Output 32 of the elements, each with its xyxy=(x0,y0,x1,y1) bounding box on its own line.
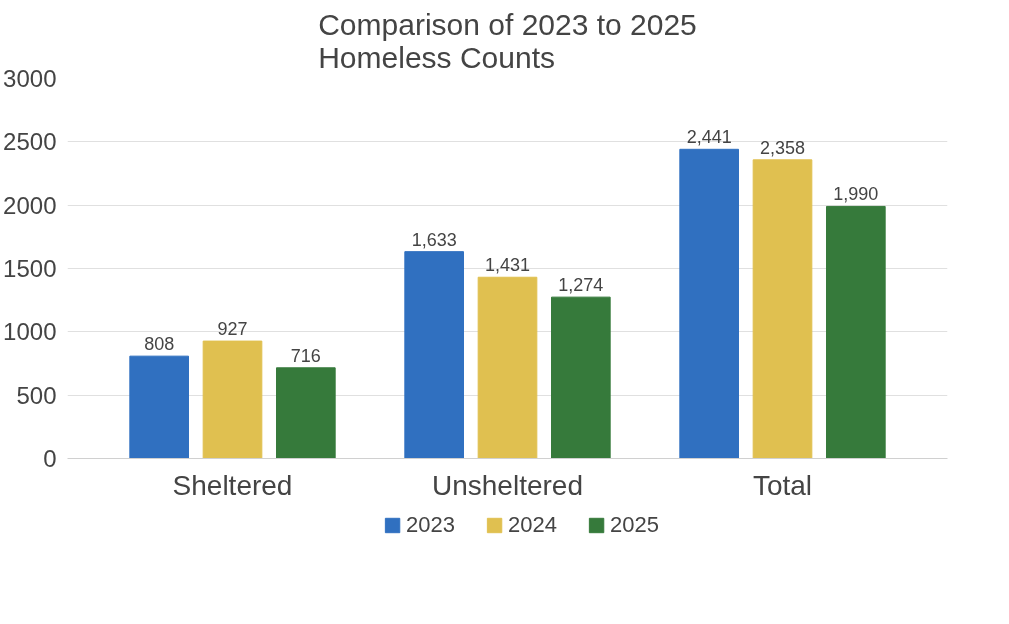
data-label: 1,431 xyxy=(484,255,531,276)
y-tick-label: 2000 xyxy=(3,191,57,219)
bar xyxy=(477,276,538,459)
data-label: 1,274 xyxy=(558,275,604,296)
y-tick-label: 2500 xyxy=(3,128,57,156)
data-label: 716 xyxy=(290,345,321,366)
legend-label: 2023 xyxy=(406,512,456,538)
legend-label: 2025 xyxy=(609,512,659,538)
y-tick-label: 1500 xyxy=(3,255,57,282)
bar xyxy=(551,296,611,459)
bar xyxy=(276,367,336,459)
y-tick-label: 500 xyxy=(16,381,57,409)
bar xyxy=(679,148,739,459)
data-label: 808 xyxy=(144,334,175,355)
legend-label: 2024 xyxy=(508,512,557,538)
y-tick-label: 3000 xyxy=(3,65,57,92)
data-label: 927 xyxy=(217,319,248,340)
bar xyxy=(752,159,813,459)
bar xyxy=(129,355,189,459)
x-tick-label: Sheltered xyxy=(172,469,293,501)
data-label: 1,990 xyxy=(833,184,879,205)
data-label: 1,633 xyxy=(411,229,457,250)
x-tick-label: Unsheltered xyxy=(432,469,583,501)
data-label: 2,441 xyxy=(686,127,732,148)
y-tick-label: 0 xyxy=(43,445,57,472)
bar xyxy=(404,251,464,459)
bar xyxy=(826,205,886,459)
chart-title: Comparison of 2023 to 2025 Homeless Counts xyxy=(318,7,697,74)
y-tick-label: 1000 xyxy=(3,318,57,346)
data-label: 2,358 xyxy=(759,137,806,158)
x-tick-label: Total xyxy=(752,469,813,501)
bar xyxy=(202,340,263,459)
